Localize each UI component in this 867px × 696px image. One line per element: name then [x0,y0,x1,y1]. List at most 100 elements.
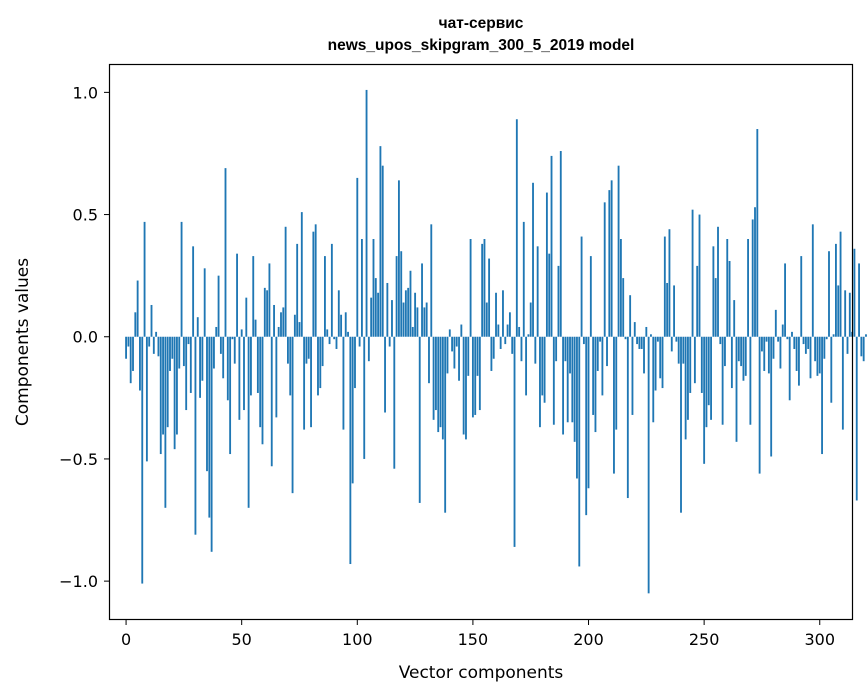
bar [488,258,491,337]
bar [467,336,470,376]
bar [545,192,548,337]
bar [305,336,308,364]
bar [758,336,761,474]
bar [564,336,567,362]
bar [372,239,375,337]
y-axis-label: Components values [13,258,33,426]
bar [354,336,356,389]
bar [206,336,208,472]
x-axis-ticks: 0 50 100 150 200 250 300 [121,619,835,649]
bar [527,334,530,337]
bar [192,246,195,337]
bar [807,336,810,349]
bar [818,336,821,374]
bar [566,336,569,423]
bar [506,324,509,337]
bar [289,336,292,396]
bar [298,322,301,337]
bar [606,336,608,367]
bar [333,336,336,340]
bar [712,246,715,337]
bar [582,336,585,345]
bar [324,256,326,337]
bar [407,287,410,337]
bar [176,336,178,435]
bar [767,336,770,374]
bar [145,336,148,462]
bar [416,307,419,337]
bar [441,336,444,440]
bar [654,336,657,391]
bar [365,89,368,337]
bar [270,336,273,467]
x-tick-label: 300 [804,630,835,649]
bar [587,336,590,489]
bar [291,336,294,494]
bar [335,336,338,349]
bar [823,336,826,359]
bar [744,336,747,376]
bar [148,336,151,347]
bar [402,302,405,337]
bar [504,336,507,345]
bar [596,336,599,371]
bar [798,336,800,386]
bar [721,336,724,425]
bar [622,278,625,337]
bar [434,336,437,411]
bar [418,336,421,503]
bar [680,336,682,513]
y-tick-label: 0.5 [73,206,98,225]
bar [816,336,819,376]
bar [182,336,185,367]
bar [555,336,558,362]
bar [326,329,329,337]
bar [578,336,581,567]
y-axis-ticks: −1.0 −0.5 0.0 0.5 1.0 [59,83,110,591]
bar [828,251,830,337]
bar [374,278,377,337]
bar [330,243,333,337]
bar [432,336,435,420]
bar [687,336,689,420]
bar [490,336,493,371]
bar [414,292,417,337]
bar [314,224,317,337]
bar [495,292,497,337]
bar [645,326,648,337]
bar [360,239,363,337]
bar [573,336,576,442]
bar [317,336,319,396]
bar [344,312,347,337]
bar [691,209,694,337]
bar [240,329,243,337]
bar [830,336,833,403]
bar [569,336,571,374]
bar [809,336,812,379]
bar [786,336,789,340]
bar [562,336,565,435]
bar [259,336,262,428]
bar [541,336,544,396]
bar [749,336,752,425]
bar [705,336,708,428]
bar [465,336,467,440]
bar [358,336,361,347]
bar [178,336,181,369]
bar [865,334,867,337]
bar [287,336,289,364]
bar [363,336,366,459]
bar [367,336,370,362]
bar [243,336,245,411]
bar [576,336,578,479]
bar [444,336,447,513]
bar [337,290,340,337]
bar [747,239,749,337]
bar [425,302,428,337]
bar [703,336,706,464]
bar [673,285,675,337]
bar [770,336,773,457]
bar [841,336,844,430]
bar [638,336,641,349]
bar [199,336,201,398]
